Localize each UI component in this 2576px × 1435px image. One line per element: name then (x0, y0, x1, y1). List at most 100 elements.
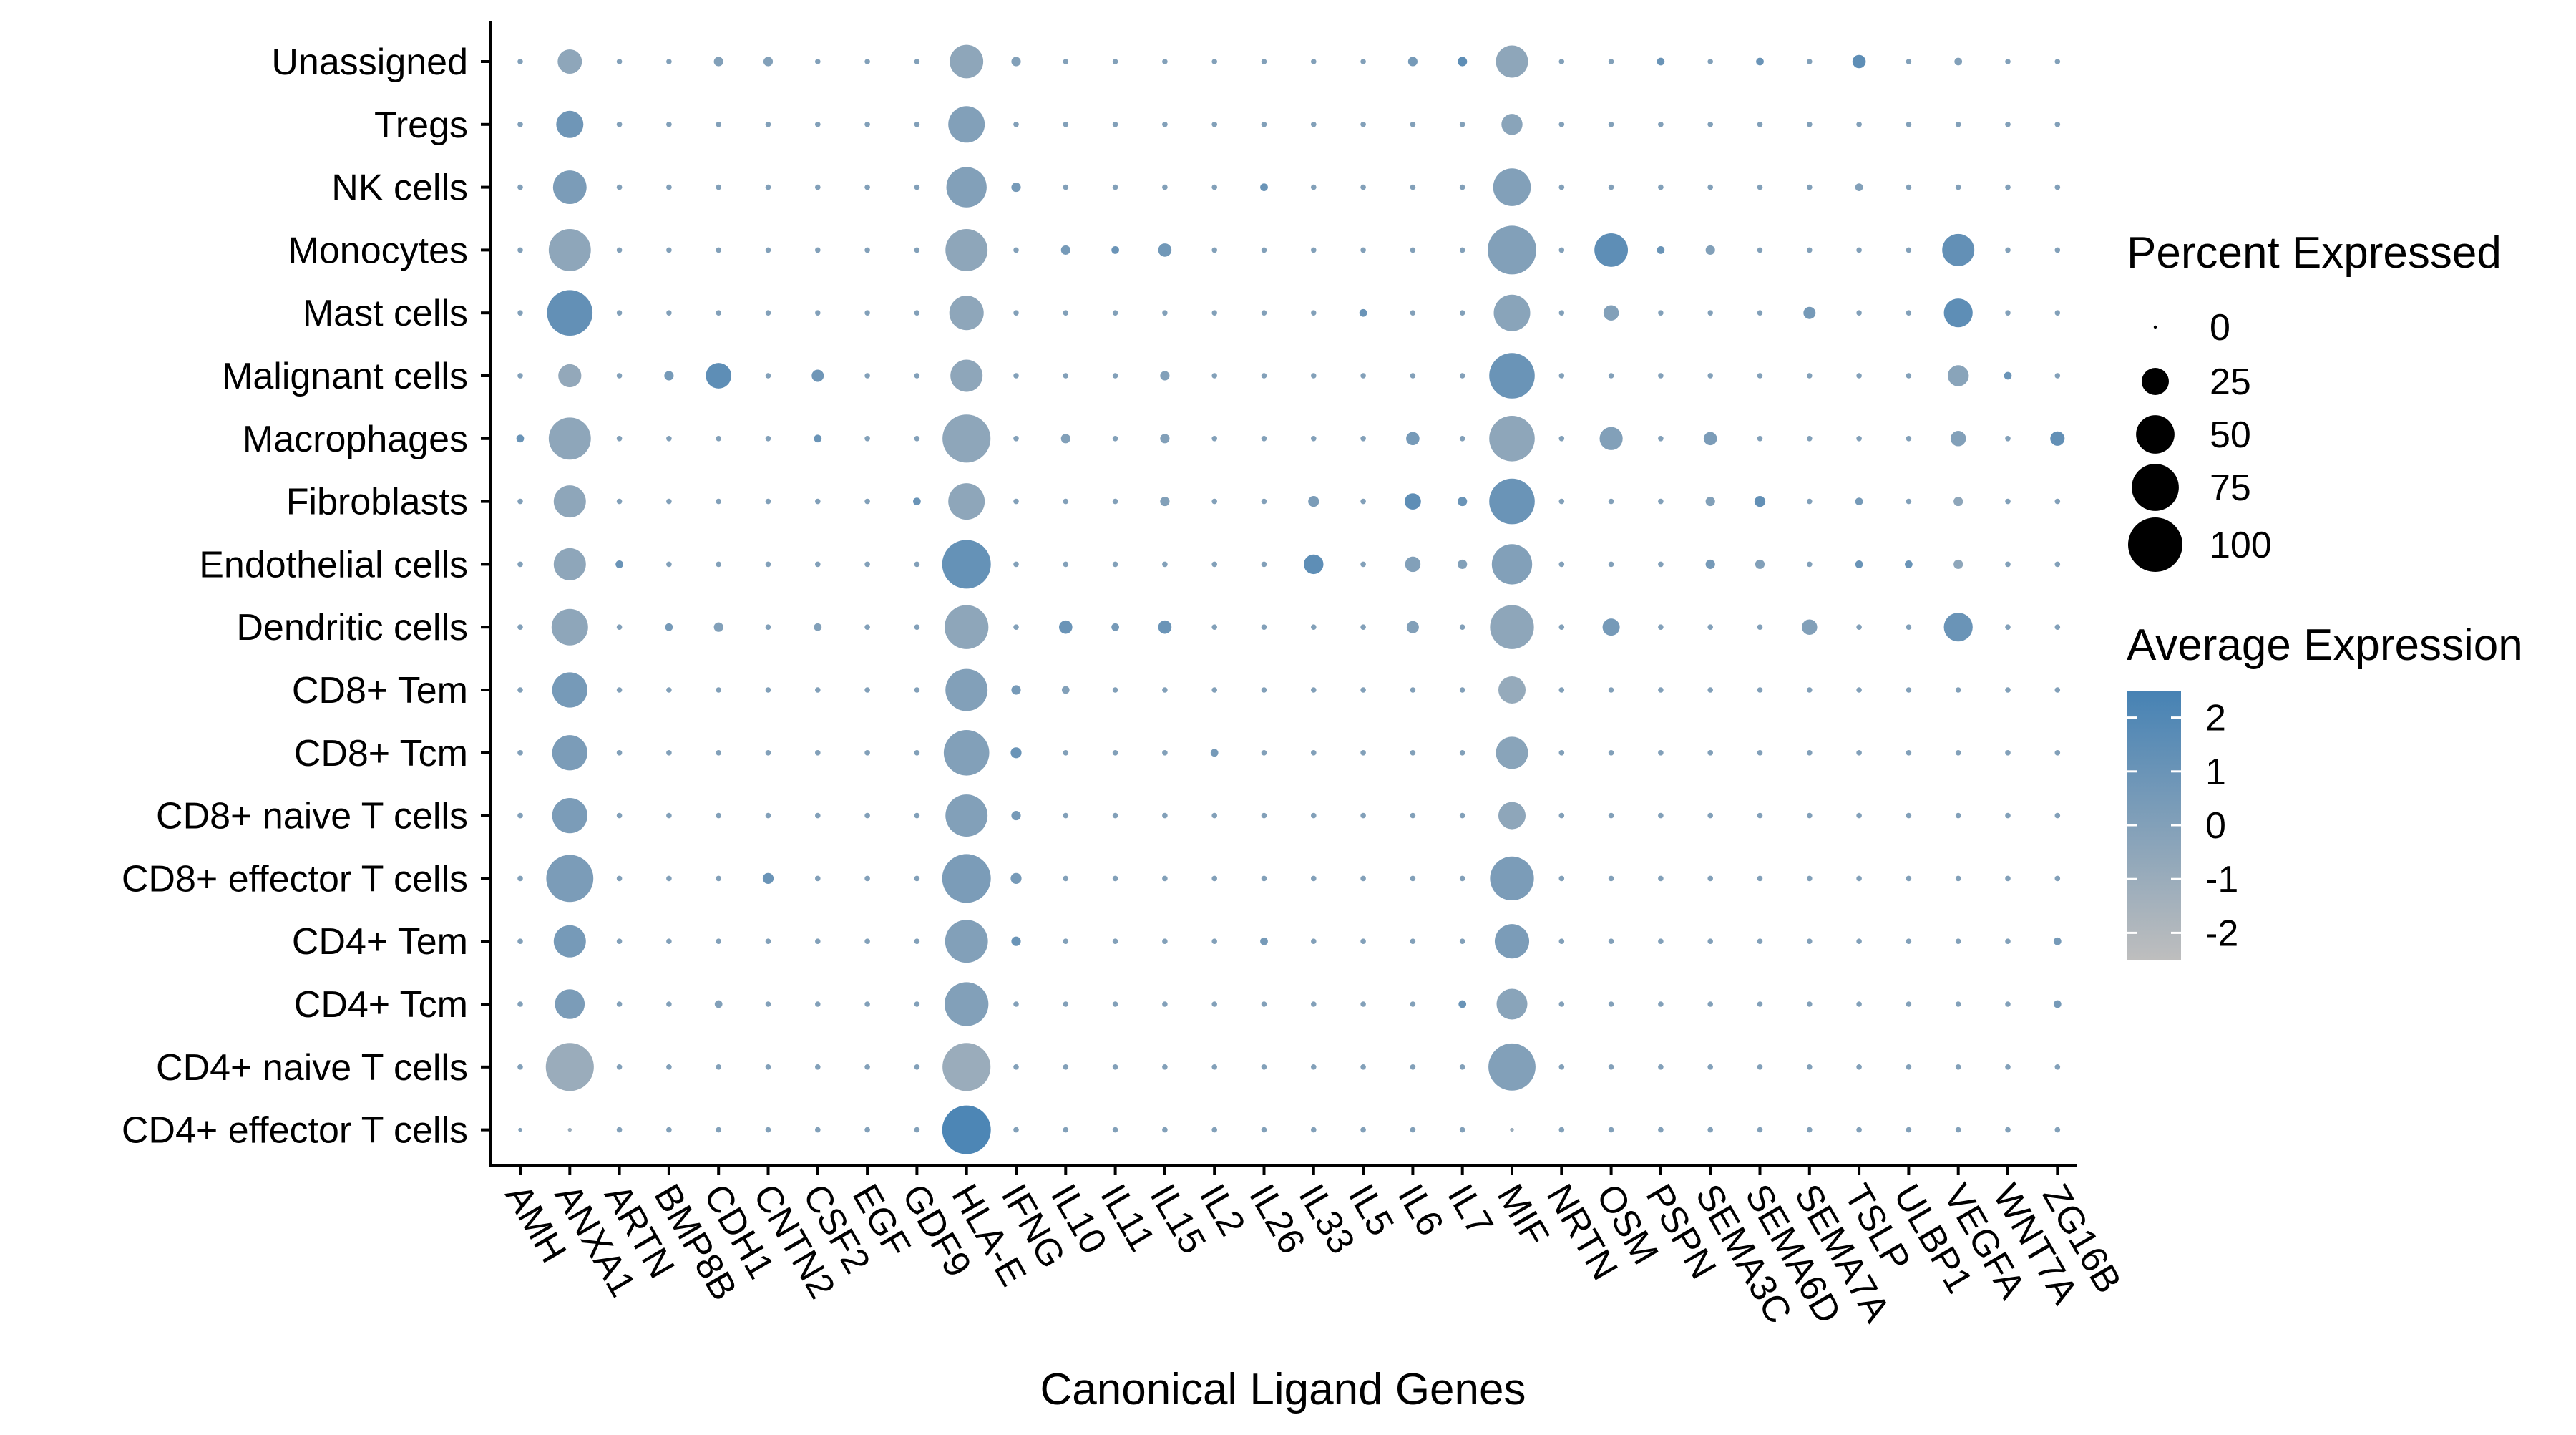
size-legend-dot-100 (2128, 517, 2182, 572)
dot-nk-cells-nrtn (1558, 184, 1565, 190)
dot-cd8plus-naive-t-cells-vegfa (1955, 812, 1961, 819)
dot-mast-cells-zg16b (2054, 310, 2061, 316)
dot-dendritic-cells-bmp8b (665, 623, 673, 631)
dot-endothelial-cells-osm (1608, 561, 1614, 568)
dot-cd4plus-tem-il11 (1112, 938, 1118, 944)
dot-fibroblasts-ifng (1013, 498, 1019, 505)
dot-cd8plus-effector-t-cells-anxa1 (546, 855, 594, 903)
dot-cd4plus-tcm-cdh1 (714, 1000, 723, 1008)
dot-monocytes-nrtn (1558, 247, 1565, 253)
dot-monocytes-ulbp1 (1906, 247, 1912, 253)
dot-unassigned-il15 (1162, 59, 1168, 64)
dot-monocytes-hla-e (945, 228, 988, 271)
dot-cd4plus-tem-ifng (1011, 936, 1021, 946)
dot-tregs-sema6d (1757, 122, 1763, 127)
dot-cd4plus-naive-t-cells-il7 (1459, 1064, 1465, 1070)
dot-fibroblasts-il2 (1211, 498, 1217, 505)
dot-dendritic-cells-sema6d (1757, 624, 1763, 630)
dot-unassigned-nrtn (1558, 59, 1565, 64)
dot-cd4plus-tem-cntn2 (765, 938, 771, 944)
size-legend-label: 50 (2210, 414, 2251, 456)
dot-cd8plus-tcm-il33 (1311, 750, 1317, 756)
dot-mast-cells-amh (517, 310, 523, 316)
dot-cd4plus-tcm-il2 (1211, 1001, 1217, 1007)
dot-cd4plus-tem-wnt7a (2005, 938, 2011, 944)
dot-cd4plus-naive-t-cells-sema7a (1807, 1064, 1813, 1070)
dot-nk-cells-il33 (1311, 184, 1317, 190)
dot-cd8plus-effector-t-cells-hla-e (942, 854, 991, 903)
dot-malignant-cells-nrtn (1558, 373, 1565, 379)
dot-nk-cells-il6 (1410, 184, 1416, 190)
dot-cd4plus-effector-t-cells-sema7a (1807, 1127, 1813, 1133)
dot-nk-cells-gdf9 (914, 184, 920, 190)
dot-unassigned-gdf9 (914, 59, 920, 64)
dot-mast-cells-anxa1 (547, 290, 593, 336)
dot-malignant-cells-osm (1608, 373, 1614, 379)
dot-mast-cells-il26 (1261, 310, 1267, 316)
dot-unassigned-sema3c (1707, 59, 1713, 64)
dot-cd8plus-tcm-il26 (1261, 750, 1267, 756)
dot-endothelial-cells-pspn (1658, 561, 1664, 568)
dot-macrophages-bmp8b (666, 436, 672, 442)
dot-unassigned-wnt7a (2005, 59, 2011, 64)
dot-malignant-cells-cdh1 (706, 363, 732, 389)
dot-tregs-pspn (1658, 122, 1664, 127)
color-legend-label: 1 (2205, 751, 2226, 793)
dot-malignant-cells-cntn2 (765, 373, 771, 379)
dot-cd4plus-naive-t-cells-ifng (1013, 1064, 1019, 1070)
dot-cd4plus-naive-t-cells-il6 (1410, 1064, 1416, 1070)
dot-cd8plus-tem-il6 (1410, 687, 1416, 693)
dot-cd8plus-tcm-amh (517, 750, 523, 756)
dot-macrophages-il10 (1060, 434, 1070, 444)
dot-nk-cells-il15 (1162, 184, 1168, 190)
dot-cd4plus-tcm-vegfa (1955, 1001, 1961, 1007)
dot-cd4plus-tcm-osm (1608, 1001, 1614, 1007)
dot-cd8plus-naive-t-cells-il7 (1459, 812, 1465, 819)
dot-mast-cells-sema6d (1757, 310, 1763, 316)
dot-monocytes-tslp (1856, 247, 1862, 253)
dot-unassigned-tslp (1852, 54, 1866, 69)
size-legend-label: 100 (2210, 525, 2272, 566)
dot-cd4plus-naive-t-cells-osm (1608, 1064, 1614, 1070)
dot-cd4plus-tem-il33 (1311, 938, 1317, 944)
dot-nk-cells-ifng (1011, 183, 1021, 193)
dot-monocytes-ifng (1013, 247, 1019, 253)
y-tick-label-macrophages: Macrophages (243, 419, 468, 460)
dot-nk-cells-il2 (1211, 184, 1217, 190)
dot-cd4plus-effector-t-cells-egf (864, 1127, 870, 1133)
dot-nk-cells-pspn (1658, 184, 1664, 190)
dot-mast-cells-il2 (1211, 310, 1217, 316)
x-tick-label-il7: IL7 (1439, 1177, 1501, 1243)
dot-tregs-tslp (1856, 122, 1862, 127)
dot-unassigned-sema6d (1756, 57, 1764, 66)
dot-cd8plus-tcm-egf (864, 750, 870, 756)
dot-cd8plus-effector-t-cells-mif (1490, 856, 1534, 901)
dot-cd8plus-naive-t-cells-mif (1498, 802, 1526, 830)
dot-unassigned-ulbp1 (1906, 59, 1912, 64)
dot-cd8plus-tem-osm (1608, 687, 1614, 693)
dot-malignant-cells-sema6d (1757, 373, 1763, 379)
dot-macrophages-il33 (1311, 436, 1317, 442)
dot-macrophages-tslp (1856, 436, 1862, 442)
dot-cd4plus-tcm-wnt7a (2005, 1001, 2011, 1007)
dot-endothelial-cells-zg16b (2054, 561, 2061, 568)
dot-cd8plus-effector-t-cells-il7 (1459, 875, 1465, 882)
dot-endothelial-cells-il7 (1458, 559, 1468, 569)
dot-cd4plus-effector-t-cells-artn (616, 1127, 623, 1133)
dot-cd8plus-tem-tslp (1856, 687, 1862, 693)
dot-cd8plus-tcm-il6 (1410, 750, 1416, 756)
dot-tregs-osm (1608, 122, 1614, 127)
dot-monocytes-il7 (1459, 247, 1465, 253)
dot-tregs-sema7a (1807, 122, 1813, 127)
dot-cd8plus-tcm-il11 (1112, 750, 1118, 756)
dot-fibroblasts-egf (864, 498, 870, 505)
dot-malignant-cells-sema7a (1807, 373, 1813, 379)
dot-tregs-zg16b (2054, 122, 2061, 127)
dot-cd8plus-effector-t-cells-amh (517, 875, 523, 882)
dot-cd4plus-tem-il2 (1211, 938, 1217, 944)
dot-tregs-bmp8b (666, 122, 672, 127)
y-tick-label-endothelial-cells: Endothelial cells (199, 544, 468, 585)
dot-unassigned-vegfa (1954, 57, 1963, 66)
